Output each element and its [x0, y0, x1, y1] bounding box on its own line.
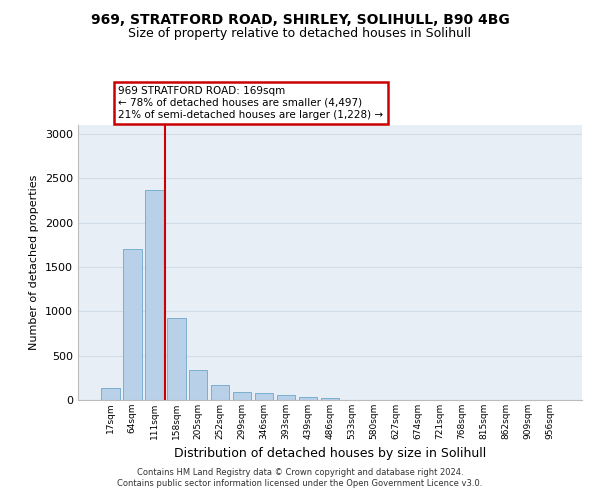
- Bar: [299, 398, 317, 400]
- Bar: [211, 386, 229, 400]
- X-axis label: Distribution of detached houses by size in Solihull: Distribution of detached houses by size …: [174, 448, 486, 460]
- Bar: [145, 190, 164, 400]
- Bar: [167, 318, 185, 400]
- Bar: [123, 249, 142, 400]
- Bar: [233, 392, 251, 400]
- Y-axis label: Number of detached properties: Number of detached properties: [29, 175, 40, 350]
- Bar: [101, 388, 119, 400]
- Text: Size of property relative to detached houses in Solihull: Size of property relative to detached ho…: [128, 28, 472, 40]
- Text: 969 STRATFORD ROAD: 169sqm
← 78% of detached houses are smaller (4,497)
21% of s: 969 STRATFORD ROAD: 169sqm ← 78% of deta…: [118, 86, 383, 120]
- Bar: [189, 370, 208, 400]
- Bar: [320, 398, 340, 400]
- Text: Contains HM Land Registry data © Crown copyright and database right 2024.
Contai: Contains HM Land Registry data © Crown c…: [118, 468, 482, 487]
- Text: 969, STRATFORD ROAD, SHIRLEY, SOLIHULL, B90 4BG: 969, STRATFORD ROAD, SHIRLEY, SOLIHULL, …: [91, 12, 509, 26]
- Bar: [277, 395, 295, 400]
- Bar: [255, 393, 274, 400]
